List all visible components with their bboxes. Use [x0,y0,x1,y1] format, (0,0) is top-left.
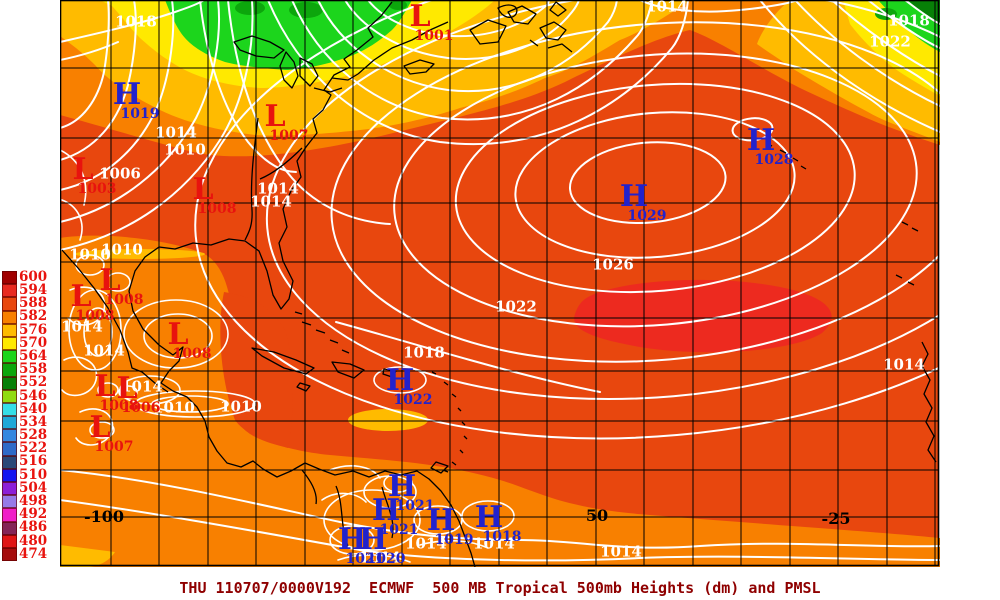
legend-value: 510 [19,466,48,483]
legend-swatch [2,495,17,509]
legend-entry: 564 [2,347,60,364]
legend-entry: 600 [2,268,60,285]
legend-swatch [2,297,17,311]
map-border [59,0,940,567]
legend-value: 528 [19,427,48,444]
legend-swatch [2,521,17,535]
legend-swatch [2,271,17,285]
legend-value: 534 [19,413,48,430]
terrain-contour-noise [59,149,515,563]
legend-entry: 498 [2,493,60,510]
legend-entry: 546 [2,387,60,404]
legend-entry: 504 [2,479,60,496]
legend-entry: 528 [2,427,60,444]
legend-value: 564 [19,347,48,364]
legend-entry: 570 [2,334,60,351]
legend-entry: 540 [2,400,60,417]
legend-value: 474 [19,545,48,562]
legend-swatch [2,442,17,456]
legend-entry: 582 [2,308,60,325]
legend-entry: 522 [2,440,60,457]
legend-swatch [2,455,17,469]
legend-entry: 552 [2,374,60,391]
legend-value: 504 [19,479,48,496]
legend-swatch [2,508,17,522]
coastlines [61,1,937,568]
legend-entry: 510 [2,466,60,483]
legend-swatch [2,468,17,482]
legend-entry: 492 [2,506,60,523]
legend-value: 552 [19,374,48,391]
legend-swatch [2,389,17,403]
legend-value: 522 [19,440,48,457]
legend-entry: 480 [2,532,60,549]
height-color-scale: 600 594 588 582 576 570 564 558 552 546 540 534 528 5… [2,268,60,562]
legend-value: 498 [19,493,48,510]
legend-entry: 576 [2,321,60,338]
legend-entry: 558 [2,361,60,378]
legend-swatch [2,336,17,351]
legend-swatch [2,402,17,417]
legend-value: 540 [19,400,48,417]
legend-value: 480 [19,532,48,549]
legend-swatch [2,323,17,337]
latlon-grid [60,0,939,566]
legend-value: 546 [19,387,48,404]
legend-value: 486 [19,519,48,536]
legend-swatch [2,284,17,298]
legend-value: 582 [19,308,48,325]
legend-swatch [2,363,17,377]
legend-value: 570 [19,334,48,351]
legend-swatch [2,350,17,364]
legend-entry: 588 [2,295,60,312]
legend-swatch [2,416,17,430]
legend-value: 588 [19,295,48,312]
legend-swatch [2,482,17,496]
legend-entry: 534 [2,413,60,430]
legend-value: 492 [19,506,48,523]
legend-swatch [2,376,17,390]
legend-entry: 594 [2,282,60,299]
legend-swatch [2,310,17,324]
legend-value: 576 [19,321,48,338]
legend-value: 516 [19,453,48,470]
height-color-fill-layer [60,0,940,567]
legend-swatch [2,429,17,443]
legend-entry: 486 [2,519,60,536]
legend-swatch [2,534,17,548]
legend-value: 594 [19,282,48,299]
legend-value: 600 [19,268,48,285]
legend-value: 558 [19,361,48,378]
chart-caption: THU 110707/0000V192 ECMWF 500 MB Tropica… [179,579,821,597]
legend-swatch [2,547,17,562]
legend-entry: 474 [2,545,60,562]
weather-map-svg [59,0,1000,568]
map-canvas [59,0,1000,568]
legend-entry: 516 [2,453,60,470]
